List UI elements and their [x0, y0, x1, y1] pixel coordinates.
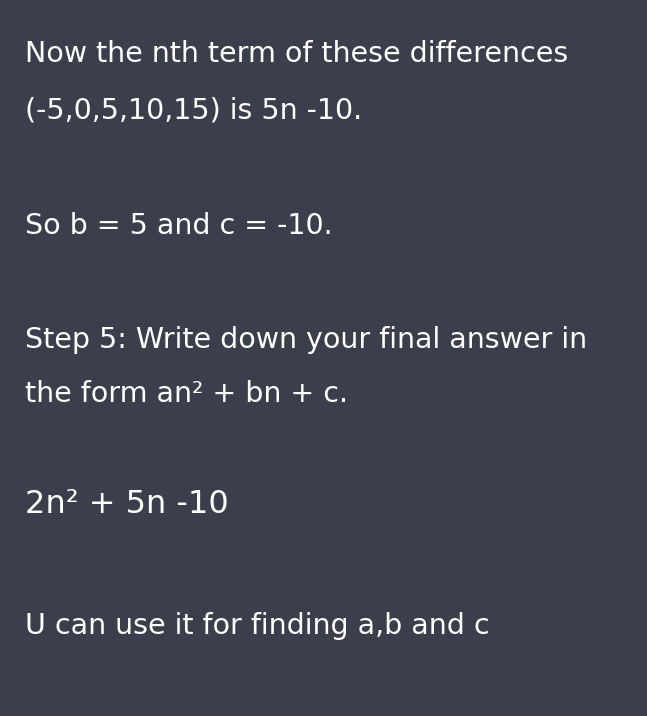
Text: U can use it for finding a,b and c: U can use it for finding a,b and c: [25, 612, 489, 641]
Text: Step 5: Write down your final answer in: Step 5: Write down your final answer in: [25, 326, 587, 354]
Text: 2n² + 5n -10: 2n² + 5n -10: [25, 489, 228, 521]
Text: the form an² + bn + c.: the form an² + bn + c.: [25, 379, 347, 408]
Text: So b = 5 and c = -10.: So b = 5 and c = -10.: [25, 211, 333, 240]
Text: Now the nth term of these differences: Now the nth term of these differences: [25, 39, 568, 68]
Text: (-5,0,5,10,15) is 5n -10.: (-5,0,5,10,15) is 5n -10.: [25, 97, 362, 125]
